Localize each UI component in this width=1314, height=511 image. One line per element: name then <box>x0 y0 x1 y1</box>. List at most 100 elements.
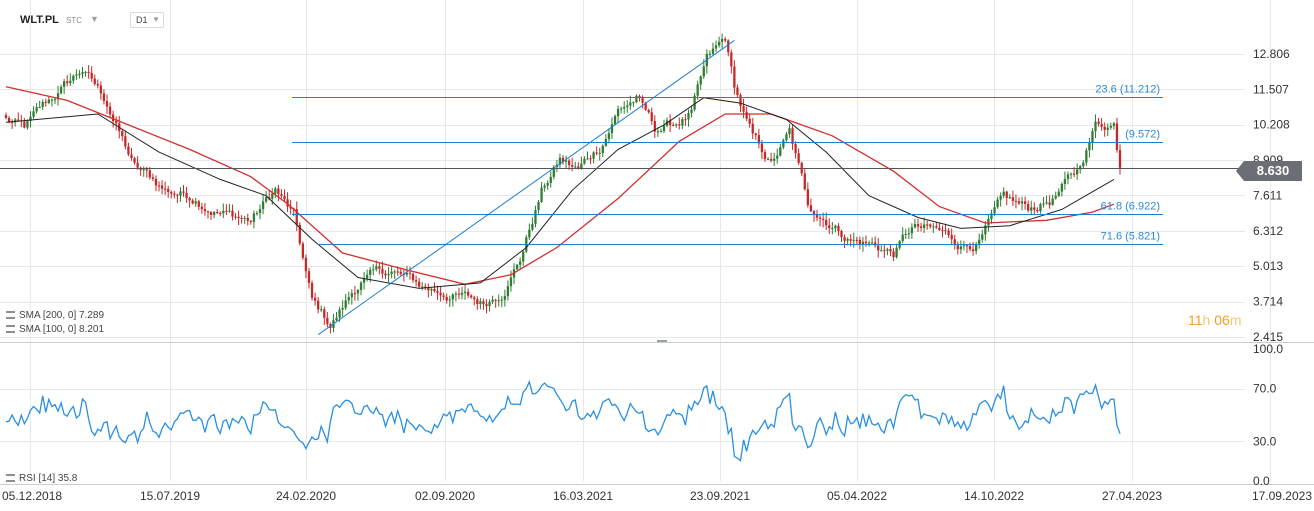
countdown-minutes: 06 <box>1214 312 1230 328</box>
sma100-legend-label: SMA [100, 0] 8.201 <box>19 324 105 335</box>
rsi-legend[interactable]: RSI [14] 35.8 <box>6 473 77 484</box>
candle-body <box>252 213 256 222</box>
candle-body <box>959 246 963 250</box>
candle-body <box>81 72 84 74</box>
candle-body <box>228 210 231 212</box>
candle-body <box>179 191 182 196</box>
candle-body <box>488 301 491 307</box>
candle-body <box>519 261 522 265</box>
candle-body <box>975 244 978 252</box>
rsi-axis[interactable]: 100.0 70.0 30.0 0.0 <box>1253 342 1283 488</box>
candle-body <box>580 163 583 169</box>
candle-body <box>1106 127 1109 130</box>
countdown-hours: 11 <box>1188 312 1203 328</box>
candle-body <box>825 219 828 226</box>
fibonacci-levels[interactable]: 23.6 (11.212) (9.572) 61.8 (6.922) 71.6 (5.… <box>292 84 1163 245</box>
symbol-label[interactable]: WLT.PL <box>20 14 59 26</box>
price-tick-label: 7.611 <box>1253 188 1282 202</box>
candle-body <box>457 293 461 295</box>
rsi-legend-label: RSI [14] 35.8 <box>19 473 78 484</box>
date-axis[interactable]: 05.12.2018 15.07.2019 24.02.2020 02.09.2020… <box>2 489 1312 503</box>
price-tick-label: 5.013 <box>1253 259 1283 273</box>
candle-body <box>225 210 228 212</box>
candle-body <box>509 277 513 287</box>
candle-body <box>234 216 237 218</box>
candle-body <box>338 309 341 318</box>
candle-body <box>350 293 353 298</box>
sma200-legend[interactable]: SMA [200, 0] 7.289 <box>6 310 104 321</box>
candle-body <box>356 289 360 294</box>
rsi-tick-label: 30.0 <box>1253 434 1277 448</box>
candle-body <box>121 131 124 137</box>
candle-body <box>803 173 806 190</box>
candle-body <box>1100 123 1103 127</box>
trendline[interactable] <box>317 40 735 336</box>
candle-body <box>63 81 66 87</box>
chevron-down-icon[interactable]: ▼ <box>90 14 99 24</box>
candle-body <box>641 97 644 103</box>
interval-dropdown[interactable]: D1 ▼ <box>130 12 164 28</box>
candle-body <box>892 251 895 258</box>
candle-body <box>788 128 791 135</box>
candle-body <box>93 78 96 84</box>
candle-body <box>567 160 571 165</box>
candle-body <box>880 250 883 252</box>
candle-body <box>476 299 479 305</box>
indicator-settings-icon[interactable] <box>6 325 15 333</box>
candle-body <box>668 120 672 125</box>
candle-body <box>855 239 858 241</box>
candle-body <box>1048 202 1051 205</box>
candle-body <box>1063 178 1067 185</box>
candle-body <box>736 87 739 95</box>
candle-body <box>32 111 35 117</box>
candle-body <box>653 121 656 132</box>
candle-body <box>956 245 959 250</box>
candle-body <box>485 304 488 307</box>
candle-body <box>610 124 614 134</box>
candle-body <box>442 295 445 298</box>
candle-body <box>1039 204 1042 212</box>
date-tick-label: 23.09.2021 <box>690 489 750 503</box>
candle-body <box>748 118 751 124</box>
candle-body <box>760 143 764 153</box>
indicator-settings-icon[interactable] <box>6 311 15 319</box>
pane-resize-handle[interactable] <box>657 340 667 342</box>
price-tick-label: 12.806 <box>1253 47 1290 61</box>
date-tick-label: 14.10.2022 <box>964 489 1024 503</box>
candle-body <box>405 272 409 275</box>
candle-body <box>479 301 482 305</box>
candle-body <box>362 278 366 283</box>
candle-body <box>433 288 436 292</box>
candle-body <box>522 251 525 262</box>
candle-body <box>271 193 274 199</box>
price-tick-label: 3.714 <box>1253 295 1283 309</box>
candle-body <box>733 66 736 88</box>
candle-body <box>87 71 90 73</box>
candle-body <box>243 217 246 219</box>
candle-body <box>687 112 690 120</box>
candle-body <box>470 295 473 298</box>
candles <box>4 33 1122 334</box>
candle-body <box>1103 126 1106 130</box>
data-source-label[interactable]: STC <box>66 16 82 25</box>
sma100-legend[interactable]: SMA [100, 0] 8.201 <box>6 324 104 335</box>
candle-body <box>182 191 185 193</box>
candle-body <box>727 40 730 53</box>
candle-body <box>365 274 369 279</box>
chart-toolbar: WLT.PL STC ▼ D1 ▼ <box>0 0 1314 34</box>
candle-body <box>387 273 390 276</box>
indicator-settings-icon[interactable] <box>6 474 15 482</box>
candle-body <box>411 273 415 281</box>
candle-body <box>29 116 32 122</box>
candle-body <box>108 106 112 115</box>
candle-body <box>451 294 454 300</box>
candle-body <box>1082 162 1085 167</box>
date-tick-label: 05.12.2018 <box>2 489 62 503</box>
candle-body <box>577 166 580 169</box>
candle-body <box>463 291 467 293</box>
candle-body <box>864 241 868 244</box>
candle-body <box>448 299 451 301</box>
candle-body <box>185 192 188 199</box>
price-axis[interactable]: 12.80611.50710.2088.9097.6116.3125.0133.… <box>1253 47 1290 344</box>
